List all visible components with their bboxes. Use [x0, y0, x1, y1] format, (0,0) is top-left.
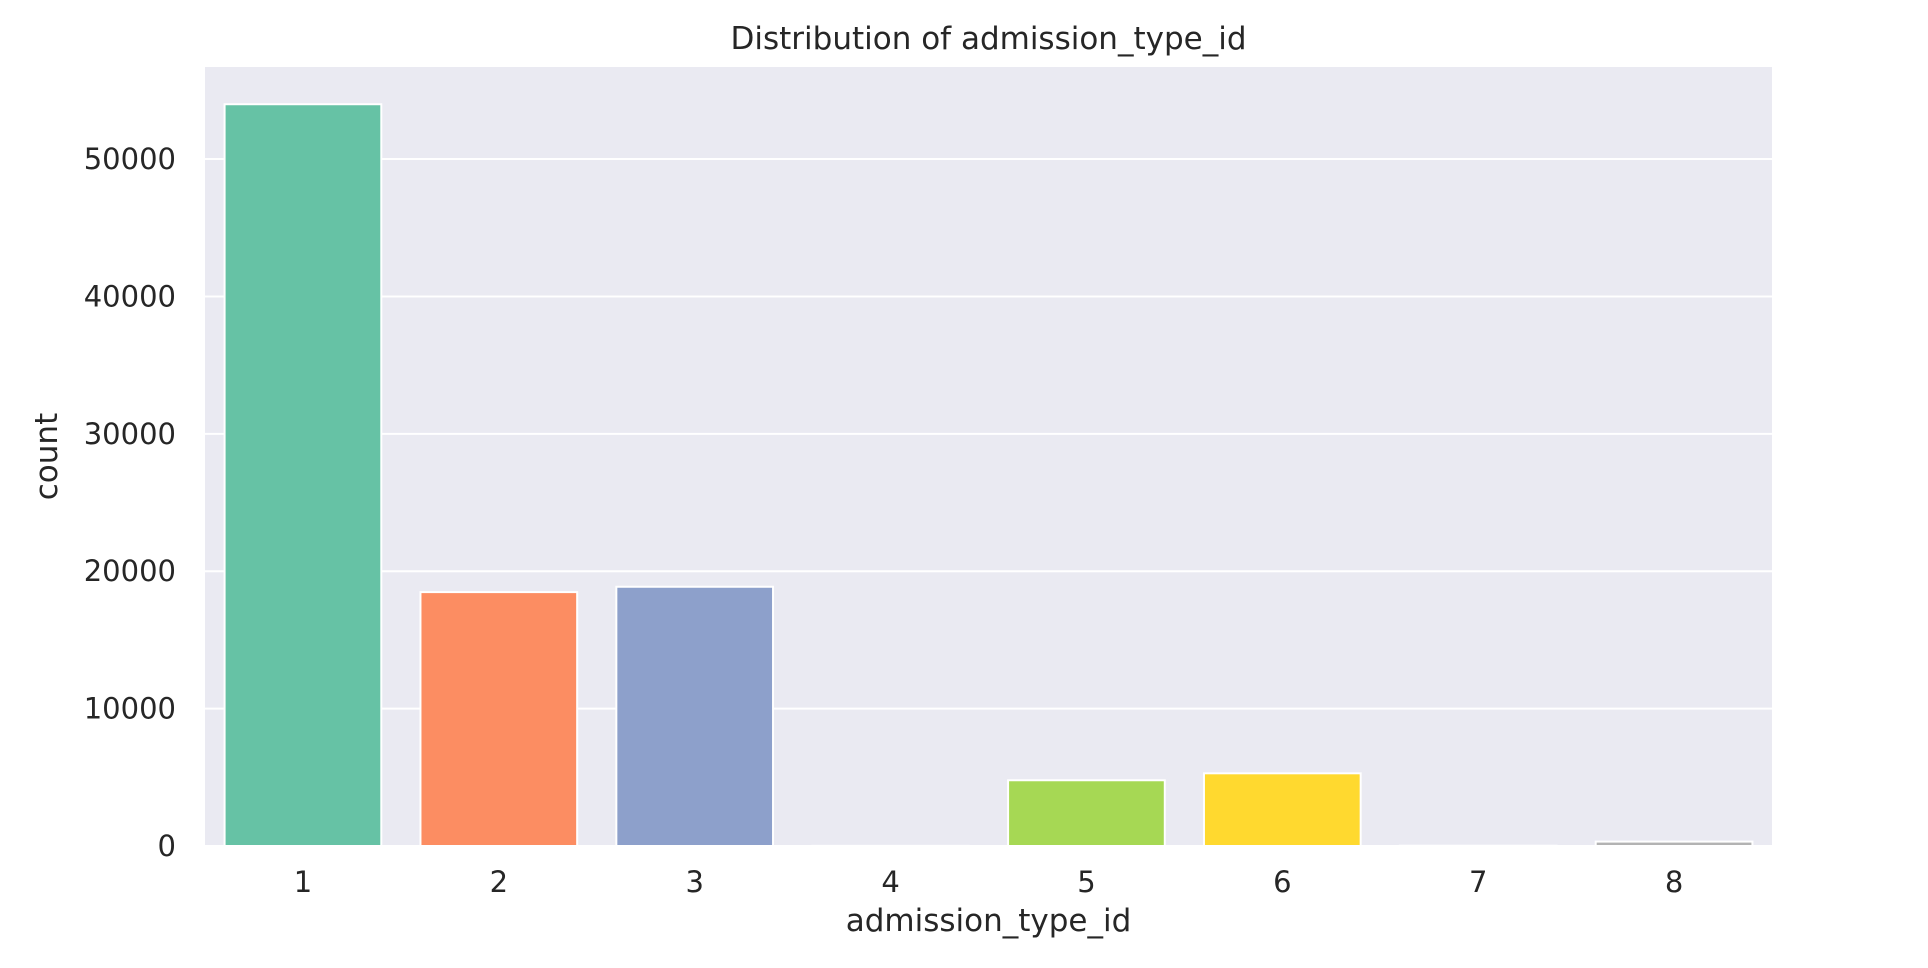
x-axis-ticks: 1 2 3 4 5 6 7 8 [294, 865, 1684, 899]
y-tick-label: 0 [158, 829, 176, 863]
y-tick-label: 20000 [84, 554, 176, 588]
y-tick-label: 10000 [84, 692, 176, 726]
bar-1 [223, 103, 383, 848]
x-tick-label: 8 [1665, 865, 1683, 899]
x-tick-label: 5 [1077, 865, 1095, 899]
x-tick-label: 4 [881, 865, 899, 899]
bar-8 [1594, 840, 1754, 847]
x-tick-label: 1 [294, 865, 312, 899]
chart-title: Distribution of admission_type_id [731, 21, 1247, 57]
x-tick-label: 6 [1273, 865, 1291, 899]
bar-6 [1202, 772, 1362, 847]
bar-3 [615, 585, 775, 847]
x-tick-label: 2 [490, 865, 508, 899]
x-axis-title: admission_type_id [846, 903, 1132, 939]
bar-2 [419, 591, 579, 847]
bars [223, 103, 1754, 848]
y-tick-label: 40000 [84, 279, 176, 313]
x-tick-label: 7 [1469, 865, 1487, 899]
y-tick-label: 30000 [84, 417, 176, 451]
bar-5 [1007, 779, 1166, 847]
x-tick-label: 3 [685, 865, 703, 899]
y-axis-ticks: 0 10000 20000 30000 40000 50000 [84, 142, 176, 863]
y-tick-label: 50000 [84, 142, 176, 176]
y-axis-title: count [29, 413, 65, 500]
